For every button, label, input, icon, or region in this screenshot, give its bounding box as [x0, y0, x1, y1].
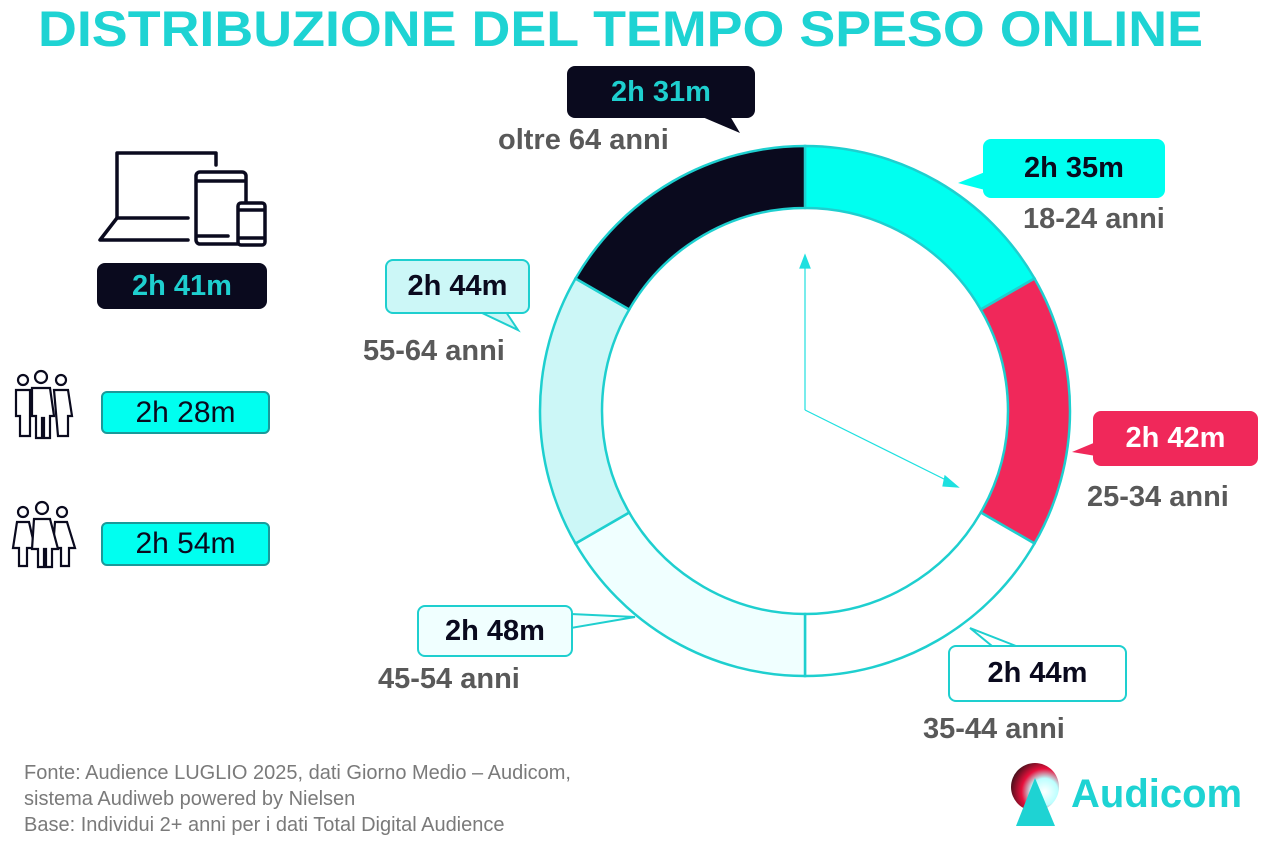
source-line-1: Fonte: Audience LUGLIO 2025, dati Giorno…: [24, 762, 571, 784]
callout-55-64: 2h 44m: [385, 259, 530, 314]
source-line-3: Base: Individui 2+ anni per i dati Total…: [24, 814, 505, 836]
audicom-logo-text: Audicom: [1071, 772, 1243, 816]
donut-segment-oltre-64-anni: [573, 144, 807, 312]
callout-25-34: 2h 42m: [1093, 411, 1258, 466]
callout-18-24: 2h 35m: [983, 139, 1165, 198]
label-45-54: 45-54 anni: [378, 663, 520, 695]
women-time-badge: 2h 54m: [101, 522, 270, 566]
callout-35-44: 2h 44m: [948, 645, 1127, 702]
callout-tail: [958, 172, 985, 190]
callout-tail: [969, 627, 1017, 647]
men-time-badge: 2h 28m: [101, 391, 270, 434]
donut-segment-45-54-anni: [573, 510, 807, 678]
page-title: DISTRIBUZIONE DEL TEMPO SPESO ONLINE: [38, 1, 1203, 57]
callout-tail: [700, 116, 740, 133]
label-35-44: 35-44 anni: [923, 713, 1065, 745]
callout-tail: [1072, 442, 1096, 456]
devices-icon: [98, 151, 267, 247]
audicom-logo-icon: [1011, 763, 1059, 826]
source-line-2: sistema Audiweb powered by Nielsen: [24, 788, 356, 810]
label-55-64: 55-64 anni: [363, 335, 505, 367]
total-time-badge: 2h 41m: [97, 263, 267, 309]
men-group-icon: [14, 369, 74, 440]
callout-over-64: 2h 31m: [567, 66, 755, 118]
callout-tail: [570, 612, 636, 630]
callout-45-54: 2h 48m: [417, 605, 573, 657]
donut-segment-55-64-anni: [538, 276, 631, 546]
label-over-64: oltre 64 anni: [498, 124, 669, 156]
label-25-34: 25-34 anni: [1087, 481, 1229, 513]
donut-chart: [538, 144, 1072, 678]
women-group-icon: [11, 500, 77, 569]
callout-tail: [479, 311, 521, 333]
label-18-24: 18-24 anni: [1023, 203, 1165, 235]
donut-segment-25-34-anni: [979, 276, 1072, 546]
clock-hands-icon: [799, 253, 960, 488]
